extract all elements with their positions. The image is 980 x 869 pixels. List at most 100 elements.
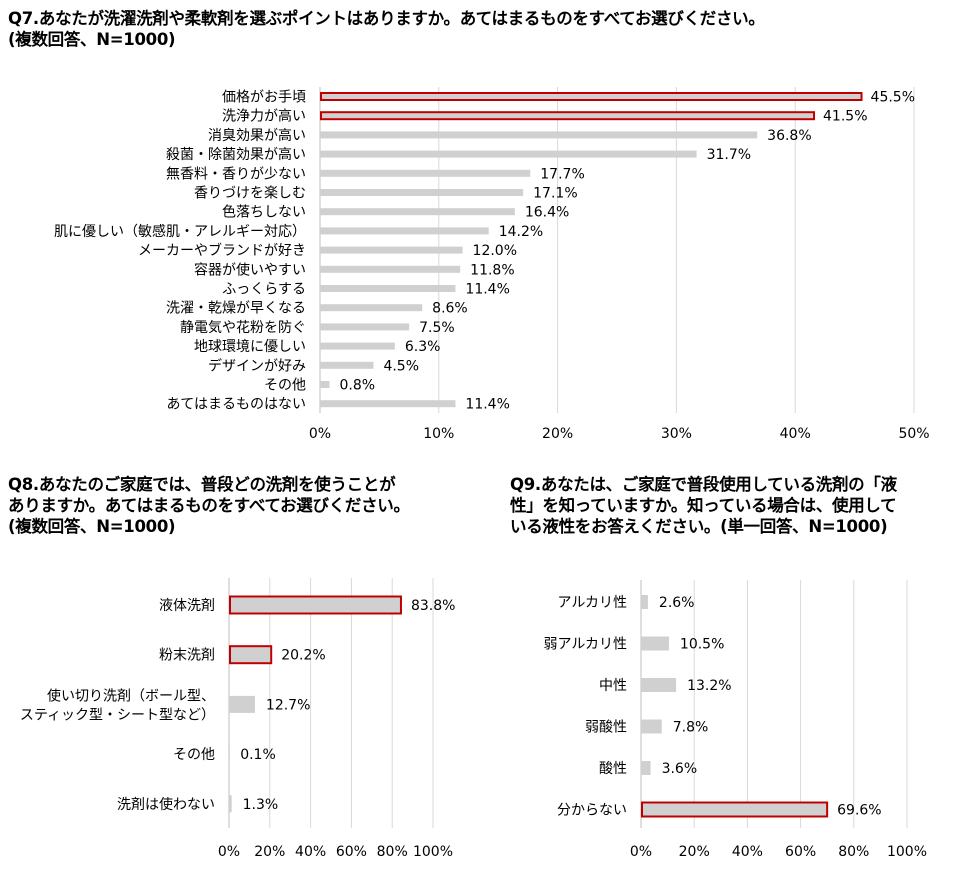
category-label: 静電気や花粉を防ぐ bbox=[180, 320, 306, 336]
category-label: 肌に優しい（敏感肌・アレルギー対応） bbox=[54, 223, 306, 240]
category-label: 洗剤は使わない bbox=[117, 796, 215, 813]
value-label: 41.5% bbox=[823, 109, 867, 125]
category-label: 中性 bbox=[599, 678, 627, 694]
bar bbox=[320, 150, 697, 158]
x-tick-label: 0% bbox=[218, 844, 240, 860]
q8-chart: 0% 20% 40% 60% 80% 100% 液体洗剤 83.8% 粉末洗剤 20.2% 使い切り… bbox=[20, 578, 455, 860]
value-label: 12.7% bbox=[266, 697, 310, 713]
value-label: 0.8% bbox=[340, 378, 376, 394]
value-label: 6.3% bbox=[405, 339, 441, 355]
category-label: 色落ちしない bbox=[222, 204, 306, 221]
x-tick-label: 40% bbox=[295, 844, 326, 860]
value-label: 14.2% bbox=[499, 224, 543, 240]
bar bbox=[320, 189, 524, 196]
value-label: 13.2% bbox=[687, 678, 731, 694]
x-tick-label: 100% bbox=[887, 844, 927, 860]
value-label: 0.1% bbox=[240, 747, 276, 763]
category-label: 酸性 bbox=[599, 761, 627, 777]
value-label: 69.6% bbox=[837, 803, 881, 819]
category-label: 分からない bbox=[557, 803, 627, 819]
value-label: 1.3% bbox=[243, 797, 279, 813]
category-label: 弱酸性 bbox=[585, 720, 627, 736]
category-label: 洗濯・乾燥が早くなる bbox=[166, 301, 306, 317]
category-label: 弱アルカリ性 bbox=[544, 637, 627, 653]
category-label: 粉末洗剤 bbox=[159, 648, 215, 664]
bar bbox=[641, 636, 669, 651]
value-label: 10.5% bbox=[680, 637, 724, 653]
category-label: 容器が使いやすい bbox=[194, 261, 306, 278]
bar bbox=[229, 645, 273, 665]
value-label: 11.8% bbox=[470, 262, 514, 278]
q9-chart: 0% 20% 40% 60% 80% 100% アルカリ性 2.6% 弱アルカリ性 10.5% 中性… bbox=[544, 580, 927, 860]
bar bbox=[320, 111, 816, 121]
category-label: メーカーやブランドが好き bbox=[138, 242, 306, 259]
bar bbox=[320, 400, 456, 408]
value-label: 11.4% bbox=[465, 397, 509, 413]
q9-title: Q9.あなたは、ご家庭で普段使用している洗剤の「液 性」を知っていますか。知って… bbox=[510, 475, 897, 536]
value-label: 16.4% bbox=[525, 205, 569, 221]
x-tick-label: 50% bbox=[898, 426, 929, 442]
x-tick-label: 60% bbox=[336, 844, 367, 860]
value-label: 3.6% bbox=[662, 761, 698, 777]
value-label: 20.2% bbox=[281, 648, 325, 664]
bar bbox=[320, 342, 395, 350]
bar bbox=[320, 208, 515, 216]
bar bbox=[320, 131, 758, 139]
bar bbox=[641, 678, 677, 692]
category-label: その他 bbox=[173, 747, 215, 763]
x-tick-label: 40% bbox=[732, 844, 763, 860]
q7-title: Q7.あなたが洗濯洗剤や柔軟剤を選ぶポイントはありますか。あてはまるものをすべて… bbox=[8, 9, 765, 49]
value-label: 12.0% bbox=[473, 243, 517, 259]
x-tick-label: 60% bbox=[785, 844, 816, 860]
value-label: 17.7% bbox=[540, 166, 584, 182]
category-label: 洗浄力が高い bbox=[222, 108, 306, 125]
value-label: 36.8% bbox=[767, 128, 811, 144]
bar bbox=[320, 92, 863, 101]
category-label: 香りづけを楽しむ bbox=[194, 186, 306, 202]
bar bbox=[320, 227, 489, 235]
bar bbox=[229, 695, 255, 713]
value-label: 7.5% bbox=[419, 320, 455, 336]
bar bbox=[320, 265, 461, 273]
category-label: 消臭効果が高い bbox=[208, 127, 306, 144]
bar bbox=[320, 323, 410, 331]
x-tick-label: 30% bbox=[661, 426, 692, 442]
value-label: 11.4% bbox=[465, 282, 509, 298]
x-tick-label: 80% bbox=[377, 844, 408, 860]
bar bbox=[320, 361, 374, 369]
x-tick-label: 100% bbox=[413, 844, 453, 860]
bar bbox=[320, 304, 423, 312]
bar bbox=[641, 761, 651, 775]
category-label: その他 bbox=[264, 378, 306, 394]
bar bbox=[641, 801, 829, 818]
x-tick-label: 20% bbox=[542, 426, 573, 442]
x-tick-label: 0% bbox=[630, 844, 652, 860]
category-label: アルカリ性 bbox=[558, 595, 627, 611]
bar bbox=[320, 381, 330, 388]
x-tick-label: 20% bbox=[254, 844, 285, 860]
category-label: ふっくらする bbox=[222, 282, 306, 298]
x-tick-label: 80% bbox=[838, 844, 869, 860]
category-label: 液体洗剤 bbox=[159, 598, 215, 614]
q7-chart: 0% 10% 20% 30% 40% 50% 価格がお手頃 45.5% 洗浄力が高い 41.5% 消… bbox=[54, 87, 930, 442]
category-label: あてはまるものはない bbox=[167, 397, 306, 413]
bar bbox=[320, 169, 531, 177]
value-label: 31.7% bbox=[707, 147, 751, 163]
x-tick-label: 40% bbox=[780, 426, 811, 442]
x-tick-label: 20% bbox=[679, 844, 710, 860]
value-label: 8.6% bbox=[432, 301, 468, 317]
x-tick-label: 0% bbox=[309, 426, 331, 442]
x-tick-label: 10% bbox=[423, 426, 454, 442]
value-label: 83.8% bbox=[411, 598, 455, 614]
value-label: 4.5% bbox=[383, 358, 419, 374]
bar bbox=[320, 285, 456, 292]
category-label: 使い切り洗剤（ボール型、スティック型・シート型など） bbox=[20, 687, 215, 723]
q8-title: Q8.あなたのご家庭では、普段どの洗剤を使うことが ありますか。あてはまるものを… bbox=[8, 475, 410, 536]
category-label: 殺菌・除菌効果が高い bbox=[166, 146, 306, 163]
bar bbox=[320, 246, 463, 254]
bar bbox=[229, 595, 402, 615]
category-label: 無香料・香りが少ない bbox=[166, 166, 306, 182]
category-label: 価格がお手頃 bbox=[222, 90, 306, 106]
bar bbox=[641, 719, 662, 734]
